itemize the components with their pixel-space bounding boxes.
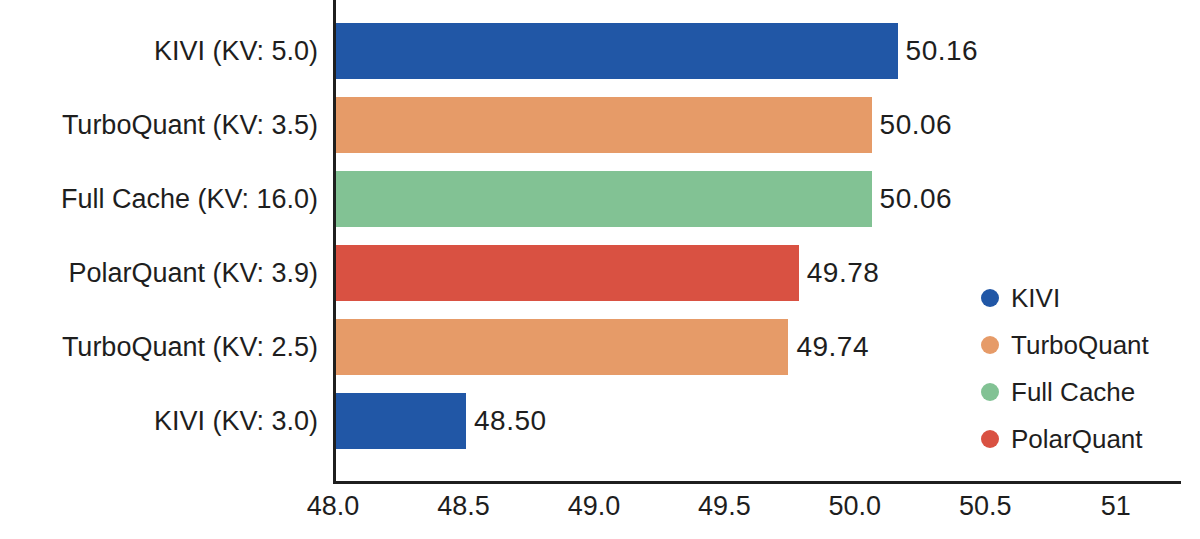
legend-dot-icon [981,383,999,401]
bar [336,171,872,227]
x-tick-label: 49.5 [698,489,751,523]
category-label: KIVI (KV: 3.0) [154,403,318,439]
bar [336,319,788,375]
legend-label: Full Cache [1011,377,1135,407]
legend-item: TurboQuant [981,321,1149,368]
bar [336,245,799,301]
x-tick-label: 50.0 [829,489,882,523]
legend: KIVI TurboQuant Full Cache PolarQuant [981,274,1149,462]
x-tick-label: 48.0 [307,489,360,523]
category-label: TurboQuant (KV: 3.5) [62,107,318,143]
bar-value-label: 50.06 [880,107,953,143]
category-label: TurboQuant (KV: 2.5) [62,329,318,365]
legend-label: PolarQuant [1011,424,1143,454]
legend-label: KIVI [1011,283,1060,313]
x-tick-label: 48.5 [437,489,490,523]
x-tick-label: 50.5 [959,489,1012,523]
legend-dot-icon [981,430,999,448]
bar-value-label: 49.78 [807,255,880,291]
bar-value-label: 49.74 [796,329,869,365]
bar-chart-figure: KIVI (KV: 5.0) TurboQuant (KV: 3.5) Full C… [0,0,1200,539]
bar [336,393,466,449]
legend-item: Full Cache [981,368,1149,415]
category-label: Full Cache (KV: 16.0) [61,181,318,217]
legend-item: PolarQuant [981,415,1149,462]
bar-value-label: 50.06 [880,181,953,217]
bar-value-label: 48.50 [474,403,547,439]
category-label: KIVI (KV: 5.0) [154,33,318,69]
x-axis-tick-labels: 48.048.549.049.550.050.551 [333,489,1181,529]
bar-value-label: 50.16 [906,33,979,69]
legend-label: TurboQuant [1011,330,1149,360]
legend-dot-icon [981,336,999,354]
y-axis-category-labels: KIVI (KV: 5.0) TurboQuant (KV: 3.5) Full C… [0,0,318,484]
legend-item: KIVI [981,274,1149,321]
bar [336,23,898,79]
x-tick-label: 51 [1101,489,1131,523]
bar [336,97,872,153]
legend-dot-icon [981,289,999,307]
category-label: PolarQuant (KV: 3.9) [68,255,318,291]
x-tick-label: 49.0 [568,489,621,523]
